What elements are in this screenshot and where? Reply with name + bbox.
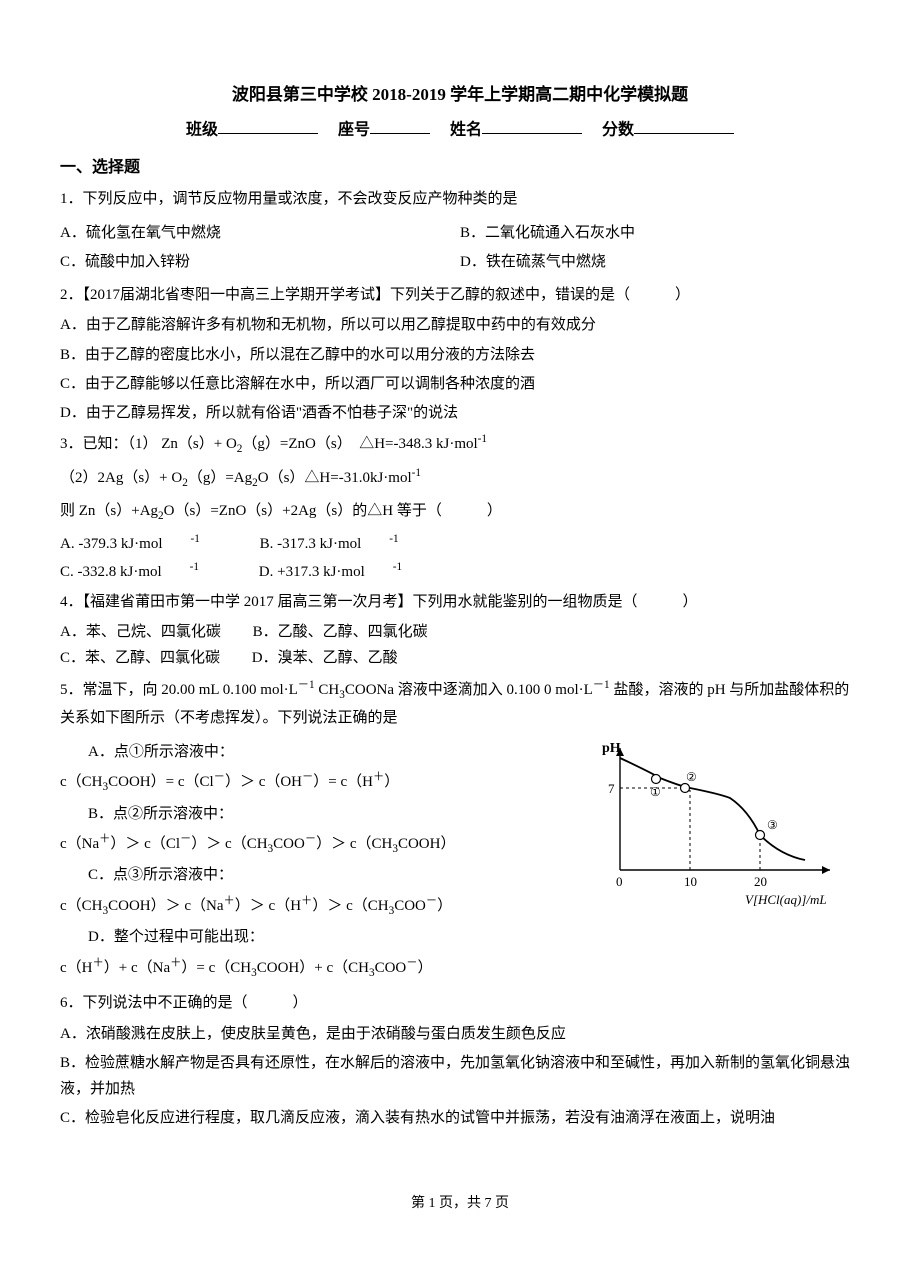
q3-line1-b: （g）=ZnO（s） △H=-348.3 kJ·mol	[242, 436, 477, 452]
chart-point-1: ①	[650, 785, 661, 799]
q3-line2-c: O（s）△H=-31.0kJ·mol	[258, 470, 412, 486]
q3-line1: 3．已知：（1） Zn（s）+ O2（g）=ZnO（s） △H=-348.3 k…	[60, 430, 860, 460]
q3-options-row2: C. -332.8 kJ·mol-1 D. +317.3 kJ·mol-1	[60, 558, 860, 585]
q4-opt-b: B．乙酸、乙醇、四氯化碳	[253, 624, 428, 640]
q4-options-row2: C．苯、乙醇、四氯化碳 D．溴苯、乙醇、乙酸	[60, 645, 860, 671]
q5-stem-a: 5．常温下，向 20.00 mL 0.100 mol·L	[60, 682, 298, 698]
q1-opt-a: A．硫化氢在氧气中燃烧	[60, 220, 460, 246]
q5-opt-a-eq: c（CH3COOH）= c（Cl－）＞ c（OH－）= c（H＋）	[60, 768, 592, 798]
q3-line2-a: （2）2Ag（s）+ O	[60, 470, 182, 486]
q5-opt-c-head: C．点③所示溶液中：	[88, 862, 592, 888]
chart-point-2: ②	[686, 770, 697, 784]
q6-opt-b: B．检验蔗糖水解产物是否具有还原性，在水解后的溶液中，先加氢氧化钠溶液中和至碱性…	[60, 1050, 860, 1103]
q3-line1-a: 3．已知：（1） Zn（s）+ O	[60, 436, 237, 452]
q6-stem: 6．下列说法中不正确的是（ ）	[60, 990, 860, 1016]
q1-stem: 1．下列反应中，调节反应物用量或浓度，不会改变反应产物种类的是	[60, 186, 860, 212]
q2-stem: 2．【2017届湖北省枣阳一中高三上学期开学考试】下列关于乙醇的叙述中，错误的是…	[60, 282, 860, 308]
chart-point-3: ③	[767, 818, 778, 832]
q3-line3-b: O（s）=ZnO（s）+2Ag（s）的△H 等于（ ）	[164, 503, 502, 519]
q4-opt-a: A．苯、己烷、四氯化碳	[60, 624, 221, 640]
q5-body: A．点①所示溶液中： c（CH3COOH）= c（Cl－）＞ c（OH－）= c…	[60, 736, 860, 987]
section-heading: 一、选择题	[60, 154, 860, 182]
page-footer: 第 1 页，共 7 页	[60, 1192, 860, 1217]
name-label: 姓名	[450, 121, 482, 138]
q5-opt-c-eq: c（CH3COOH）＞ c（Na＋）＞ c（H＋）＞ c（CH3COO－）	[60, 892, 592, 922]
q2-opt-d: D．由于乙醇易挥发，所以就有俗语"酒香不怕巷子深"的说法	[60, 400, 860, 426]
q5-opt-b-eq: c（Na＋）＞ c（Cl－）＞ c（CH3COO－）＞ c（CH3COOH）	[60, 830, 592, 860]
q3-line2-b: （g）=Ag	[188, 470, 252, 486]
q3-opt-c: C. -332.8 kJ·mol-1	[60, 564, 227, 580]
q5-stem: 5．常温下，向 20.00 mL 0.100 mol·L－1 CH3COONa …	[60, 676, 860, 732]
y-tick-7: 7	[608, 781, 615, 796]
q5-opt-a-head: A．点①所示溶液中：	[88, 739, 592, 765]
x-tick-10: 10	[684, 874, 697, 889]
q1-opt-d: D．铁在硫蒸气中燃烧	[460, 249, 860, 275]
q5-stem-c: COONa 溶液中逐滴加入 0.100 0 mol·L	[345, 682, 593, 698]
ph-chart: 7 pH 0 10 20 V[HCl(aq)]/mL ① ② ③	[600, 740, 860, 929]
q4-stem: 4．【福建省莆田市第一中学 2017 届高三第一次月考】下列用水就能鉴别的一组物…	[60, 589, 860, 615]
y-axis-label: pH	[602, 741, 621, 756]
q5-opt-d-eq: c（H＋）+ c（Na＋）= c（CH3COOH）+ c（CH3COO－）	[60, 954, 592, 984]
q3-opt-b: B. -317.3 kJ·mol-1	[260, 536, 427, 552]
page-title: 波阳县第三中学校 2018-2019 学年上学期高二期中化学模拟题	[60, 80, 860, 110]
q4-opt-d: D．溴苯、乙醇、乙酸	[252, 650, 398, 666]
class-label: 班级	[186, 121, 218, 138]
q4-options-row1: A．苯、己烷、四氯化碳 B．乙酸、乙醇、四氯化碳	[60, 619, 860, 645]
q5-opt-b-head: B．点②所示溶液中：	[88, 801, 592, 827]
q2-opt-c: C．由于乙醇能够以任意比溶解在水中，所以酒厂可以调制各种浓度的酒	[60, 371, 860, 397]
q3-line2: （2）2Ag（s）+ O2（g）=Ag2O（s）△H=-31.0kJ·mol-1	[60, 464, 860, 494]
x-tick-0: 0	[616, 874, 623, 889]
q5-stem-b: CH	[315, 682, 340, 698]
q3-options-row1: A. -379.3 kJ·mol-1 B. -317.3 kJ·mol-1	[60, 530, 860, 557]
q5-opt-d-head: D．整个过程中可能出现：	[88, 924, 592, 950]
q2-opt-a: A．由于乙醇能溶解许多有机物和无机物，所以可以用乙醇提取中药中的有效成分	[60, 312, 860, 338]
score-label: 分数	[602, 121, 634, 138]
x-axis-label: V[HCl(aq)]/mL	[745, 892, 827, 907]
q4-opt-c: C．苯、乙醇、四氯化碳	[60, 650, 220, 666]
student-info-line: 班级 座号 姓名 分数	[60, 116, 860, 145]
q3-opt-a: A. -379.3 kJ·mol-1	[60, 536, 228, 552]
x-tick-20: 20	[754, 874, 767, 889]
q6-opt-a: A．浓硝酸溅在皮肤上，使皮肤呈黄色，是由于浓硝酸与蛋白质发生颜色反应	[60, 1021, 860, 1047]
q1-opt-c: C．硫酸中加入锌粉	[60, 249, 460, 275]
q3-line3-a: 则 Zn（s）+Ag	[60, 503, 158, 519]
q1-options: A．硫化氢在氧气中燃烧 C．硫酸中加入锌粉 B．二氧化硫通入石灰水中 D．铁在硫…	[60, 217, 860, 279]
q3-line3: 则 Zn（s）+Ag2O（s）=ZnO（s）+2Ag（s）的△H 等于（ ）	[60, 498, 860, 527]
q1-opt-b: B．二氧化硫通入石灰水中	[460, 220, 860, 246]
q3-opt-d: D. +317.3 kJ·mol-1	[259, 564, 430, 580]
q2-opt-b: B．由于乙醇的密度比水小，所以混在乙醇中的水可以用分液的方法除去	[60, 342, 860, 368]
q6-opt-c: C．检验皂化反应进行程度，取几滴反应液，滴入装有热水的试管中并振荡，若没有油滴浮…	[60, 1105, 860, 1131]
seat-label: 座号	[338, 121, 370, 138]
